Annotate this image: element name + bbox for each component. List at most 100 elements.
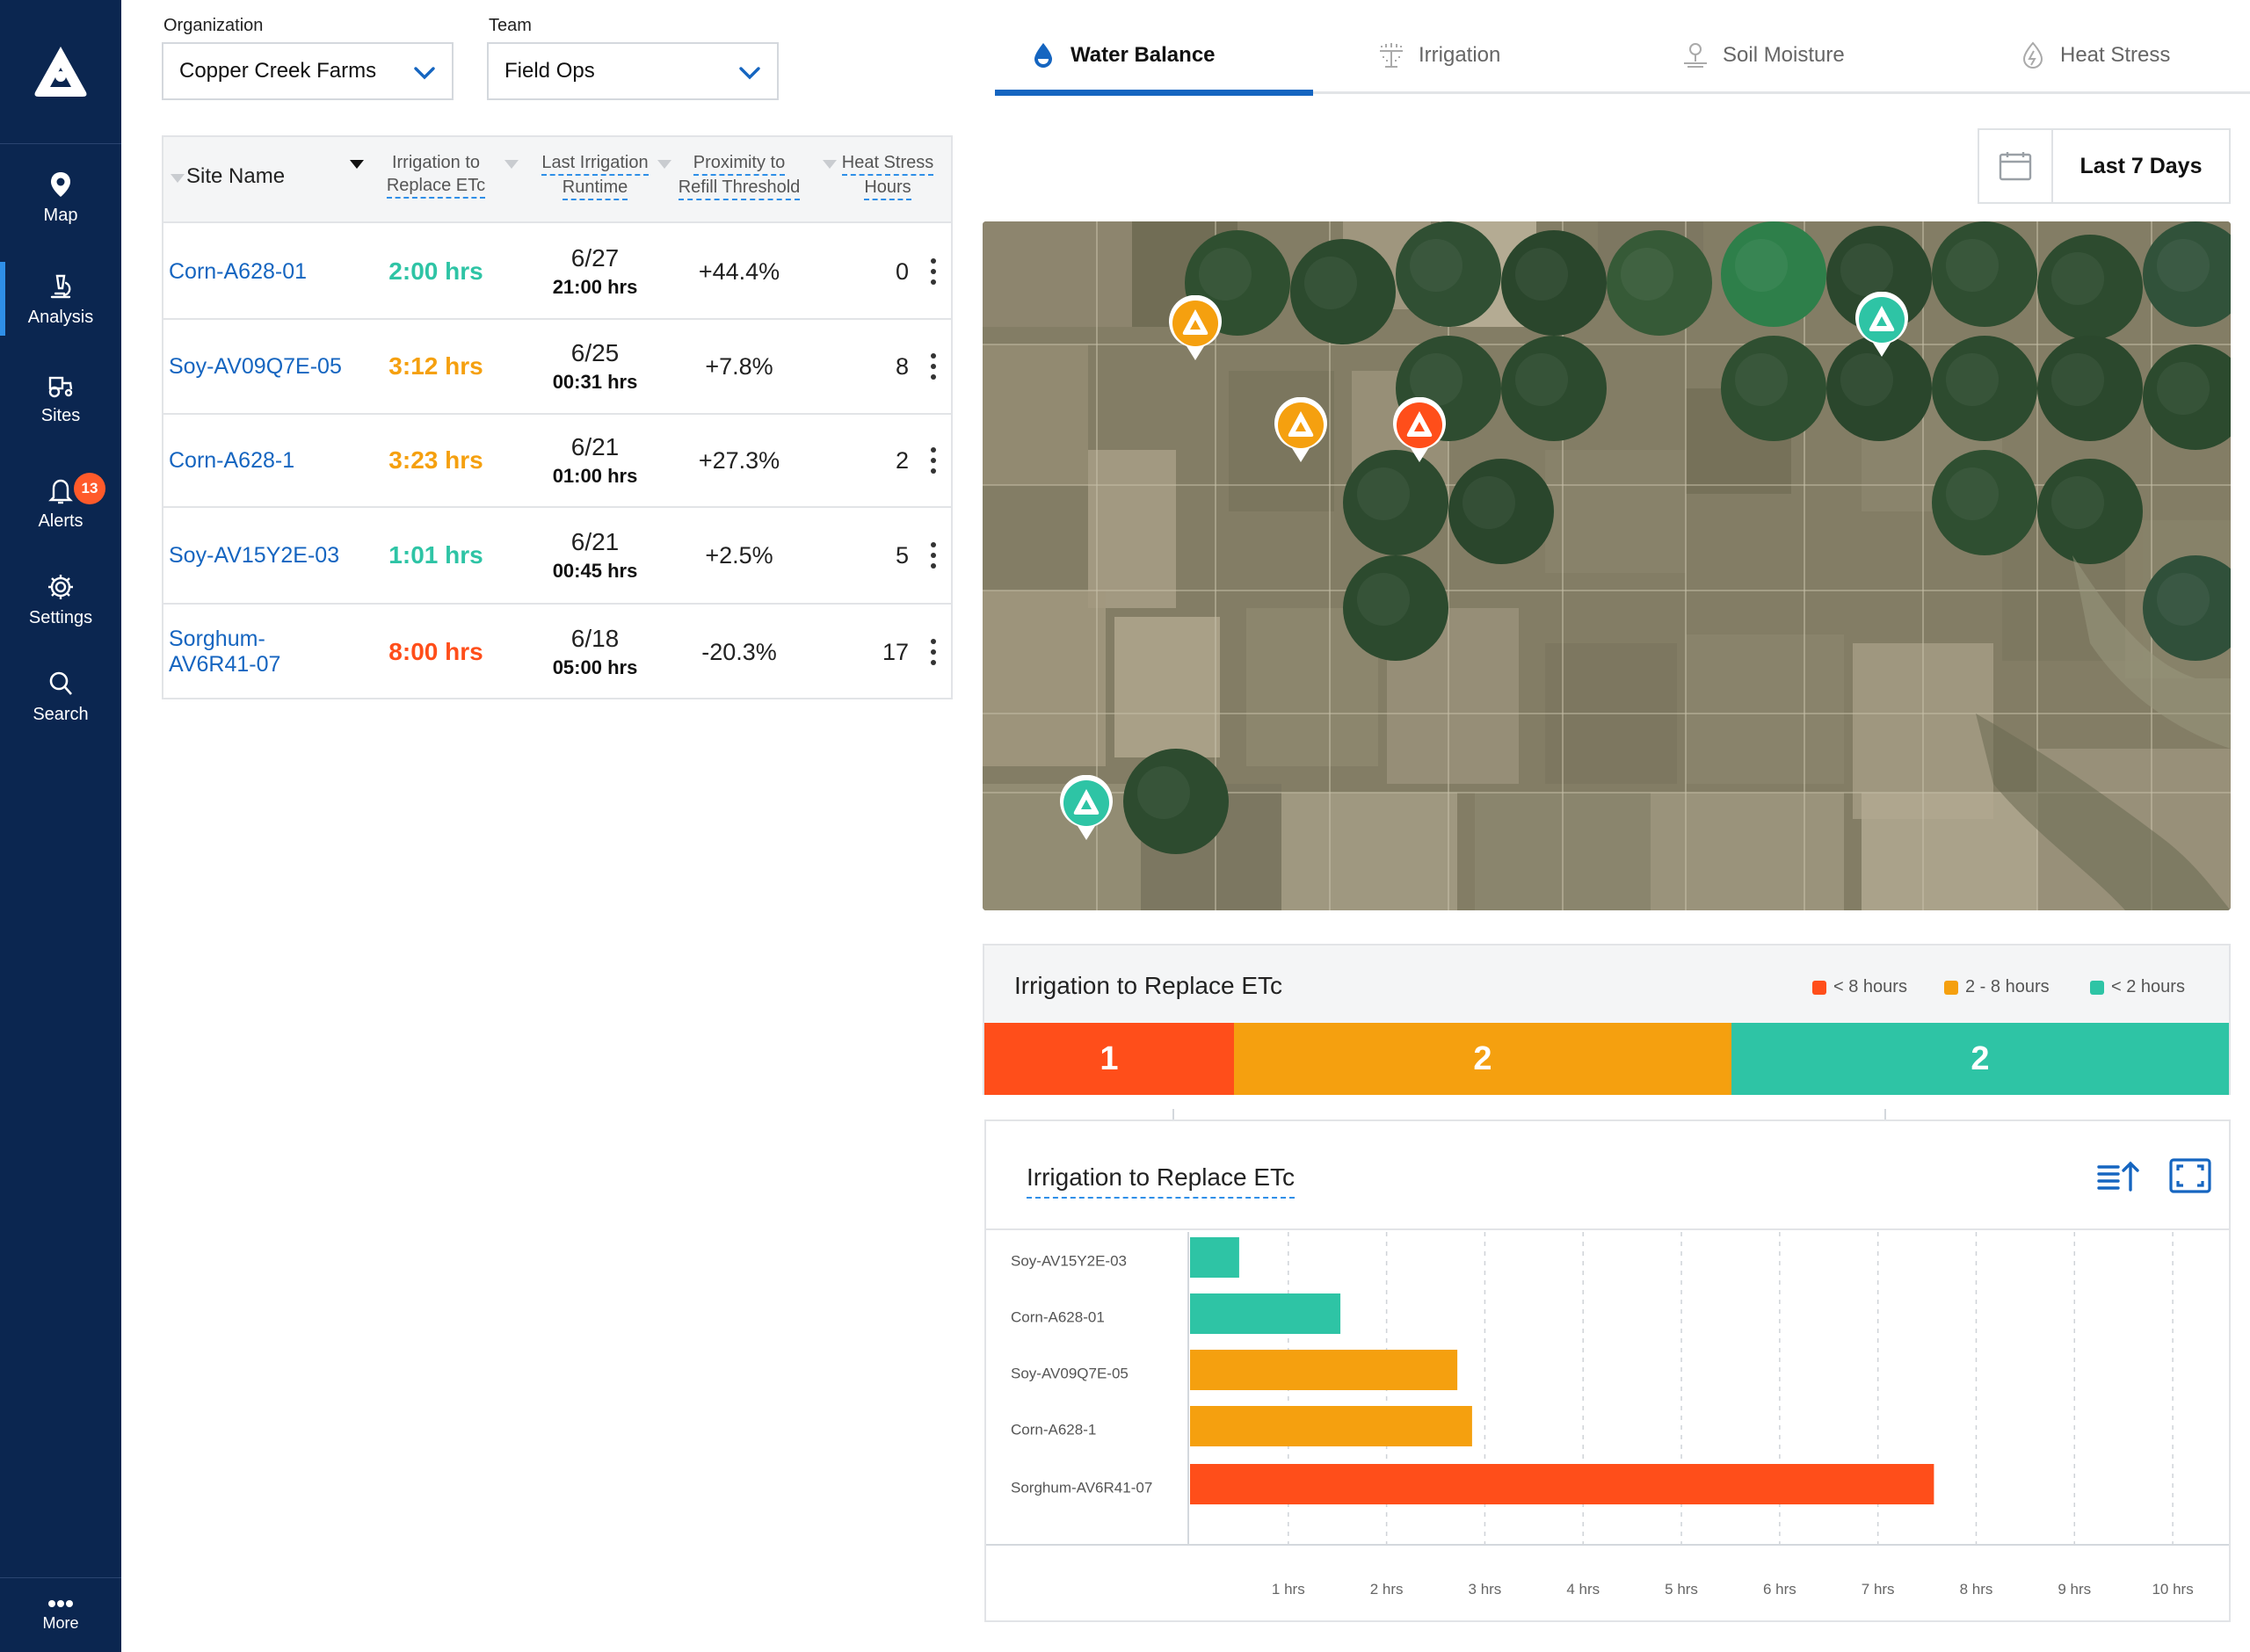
legend-green: < 2 hours <box>2090 977 2185 997</box>
x-tick-label: 8 hrs <box>1960 1581 1993 1598</box>
table-row[interactable]: Corn-A628-1 3:23 hrs 6/21 01:00 hrs +27.… <box>163 415 951 508</box>
irrigation-cell: 3:23 hrs <box>357 415 515 506</box>
nav-search[interactable]: Search <box>0 650 121 742</box>
last-irrigation-cell: 6/27 21:00 hrs <box>512 225 679 318</box>
irrigation-value: 2:00 hrs <box>388 257 483 285</box>
gear-icon <box>48 574 73 599</box>
tab-soil-moisture[interactable]: Soil Moisture <box>1680 35 1845 76</box>
satellite-map[interactable] <box>983 221 2231 910</box>
map-imagery[interactable] <box>983 221 2231 910</box>
header-heat-stress[interactable]: Heat Stress Hours <box>826 151 949 200</box>
row-menu-icon[interactable] <box>925 508 942 603</box>
tab-water-balance[interactable]: Water Balance <box>1028 35 1216 76</box>
heat-stress-cell: 0 <box>826 225 909 318</box>
connector-notch <box>1172 1109 1174 1119</box>
table-row[interactable]: Soy-AV15Y2E-03 1:01 hrs 6/21 00:45 hrs +… <box>163 508 951 605</box>
organization-select[interactable]: Copper Creek Farms <box>162 42 454 100</box>
header-irrigation[interactable]: Irrigation to Replace ETc <box>357 151 515 199</box>
chart-title[interactable]: Irrigation to Replace ETc <box>1027 1163 1296 1199</box>
site-map-pin[interactable] <box>1391 396 1448 468</box>
date-range-picker[interactable]: Last 7 Days <box>1978 128 2231 204</box>
site-name-cell: Soy-AV09Q7E-05 <box>169 320 353 413</box>
site-name-link-line2[interactable]: AV6R41-07 <box>169 652 281 677</box>
row-menu-icon[interactable] <box>925 225 942 318</box>
tab-irrigation-label: Irrigation <box>1419 43 1501 67</box>
nav-settings[interactable]: Settings <box>0 554 121 645</box>
site-map-pin[interactable] <box>1058 774 1114 846</box>
kebab-dot <box>931 649 936 655</box>
chart-bar <box>1190 1293 1341 1334</box>
sort-icon[interactable] <box>504 160 519 169</box>
last-irrigation-runtime: 21:00 hrs <box>552 276 638 298</box>
proximity-value: +44.4% <box>698 257 780 285</box>
sidebar: Map Analysis Sites Alerts 13 Settings Se… <box>0 0 121 1652</box>
y-category-label: Soy-AV15Y2E-03 <box>1011 1252 1127 1269</box>
tab-soil-moisture-label: Soil Moisture <box>1723 43 1845 67</box>
proximity-value: +7.8% <box>705 352 773 380</box>
nav-map[interactable]: Map <box>0 151 121 243</box>
site-name-link[interactable]: Sorghum- <box>169 627 265 651</box>
site-name-link[interactable]: Corn-A628-01 <box>169 258 308 284</box>
legend-orange: 2 - 8 hours <box>1944 977 2050 997</box>
header-last-irrigation[interactable]: Last Irrigation Runtime <box>512 151 679 200</box>
chart-bar <box>1190 1350 1458 1390</box>
team-label: Team <box>489 16 532 35</box>
tab-heat-stress[interactable]: Heat Stress <box>2018 35 2170 76</box>
site-name-link[interactable]: Soy-AV15Y2E-03 <box>169 542 340 568</box>
table-row[interactable]: Corn-A628-01 2:00 hrs 6/27 21:00 hrs +44… <box>163 225 951 320</box>
kebab-dot <box>931 447 936 453</box>
proximity-cell: +27.3% <box>656 415 823 506</box>
site-name-cell: Corn-A628-1 <box>169 415 353 506</box>
last-irrigation-cell: 6/25 00:31 hrs <box>512 320 679 413</box>
table-row[interactable]: Soy-AV09Q7E-05 3:12 hrs 6/25 00:31 hrs +… <box>163 320 951 415</box>
summary-panel: Irrigation to Replace ETc < 8 hours 2 - … <box>983 944 2231 1095</box>
nav-sites-label: Sites <box>40 405 81 425</box>
last-irrigation-cell: 6/18 05:00 hrs <box>512 605 679 699</box>
site-map-pin[interactable] <box>1273 396 1329 468</box>
last-irrigation-cell: 6/21 00:45 hrs <box>512 508 679 603</box>
proximity-value: +27.3% <box>698 446 780 474</box>
team-select[interactable]: Field Ops <box>487 42 779 100</box>
date-calendar-button[interactable] <box>1979 130 2053 202</box>
sort-icon[interactable] <box>657 160 671 169</box>
irrigation-cell: 8:00 hrs <box>357 605 515 699</box>
header-proximity[interactable]: Proximity to Refill Threshold <box>656 151 823 200</box>
nav-sites[interactable]: Sites <box>0 351 121 443</box>
sort-icon-active[interactable] <box>350 160 364 169</box>
sort-icon[interactable] <box>171 174 185 183</box>
site-name-link[interactable]: Corn-A628-1 <box>169 447 295 473</box>
nav-alerts[interactable]: Alerts 13 <box>0 457 121 548</box>
proximity-cell: -20.3% <box>656 605 823 699</box>
bar-chart-card: Irrigation to Replace ETc 1 hrs 2 hrs 3 hr… <box>984 1119 2231 1622</box>
site-map-pin[interactable] <box>1854 291 1910 363</box>
irrigation-value: 8:00 hrs <box>388 638 483 665</box>
sort-bars-icon[interactable] <box>2095 1156 2141 1195</box>
sort-icon[interactable] <box>823 160 837 169</box>
status-segment-orange[interactable]: 2 <box>1234 1023 1731 1095</box>
tab-irrigation[interactable]: Irrigation <box>1376 35 1500 76</box>
connector-notch <box>1884 1109 1886 1119</box>
last-irrigation-cell: 6/21 01:00 hrs <box>512 415 679 506</box>
row-menu-icon[interactable] <box>925 415 942 506</box>
nav-more[interactable]: More <box>0 1578 121 1652</box>
status-segment-red[interactable]: 1 <box>984 1023 1234 1095</box>
expand-icon[interactable] <box>2167 1156 2213 1195</box>
bar-chart: 1 hrs 2 hrs 3 hrs 4 hrs 5 hrs 6 hrs 7 hrs 8 hrs… <box>986 1232 2229 1598</box>
table-row[interactable]: Sorghum- AV6R41-07 8:00 hrs 6/18 05:00 h… <box>163 605 951 699</box>
site-map-pin[interactable] <box>1167 294 1223 366</box>
app-logo[interactable] <box>0 0 121 144</box>
irrigation-cell: 1:01 hrs <box>357 508 515 603</box>
last-irrigation-date: 6/18 <box>570 625 620 652</box>
status-segment-green[interactable]: 2 <box>1731 1023 2229 1095</box>
row-menu-icon[interactable] <box>925 605 942 699</box>
table-header: Site Name Irrigation to Replace ETc Last… <box>163 137 951 223</box>
nav-analysis[interactable]: Analysis <box>0 253 121 344</box>
x-tick-label: 6 hrs <box>1763 1581 1796 1598</box>
kebab-dot <box>931 563 936 569</box>
team-value: Field Ops <box>504 59 595 83</box>
row-menu-icon[interactable] <box>925 320 942 413</box>
header-site-name[interactable]: Site Name <box>186 164 286 188</box>
site-name-link[interactable]: Soy-AV09Q7E-05 <box>169 353 342 379</box>
kebab-dot <box>931 553 936 558</box>
